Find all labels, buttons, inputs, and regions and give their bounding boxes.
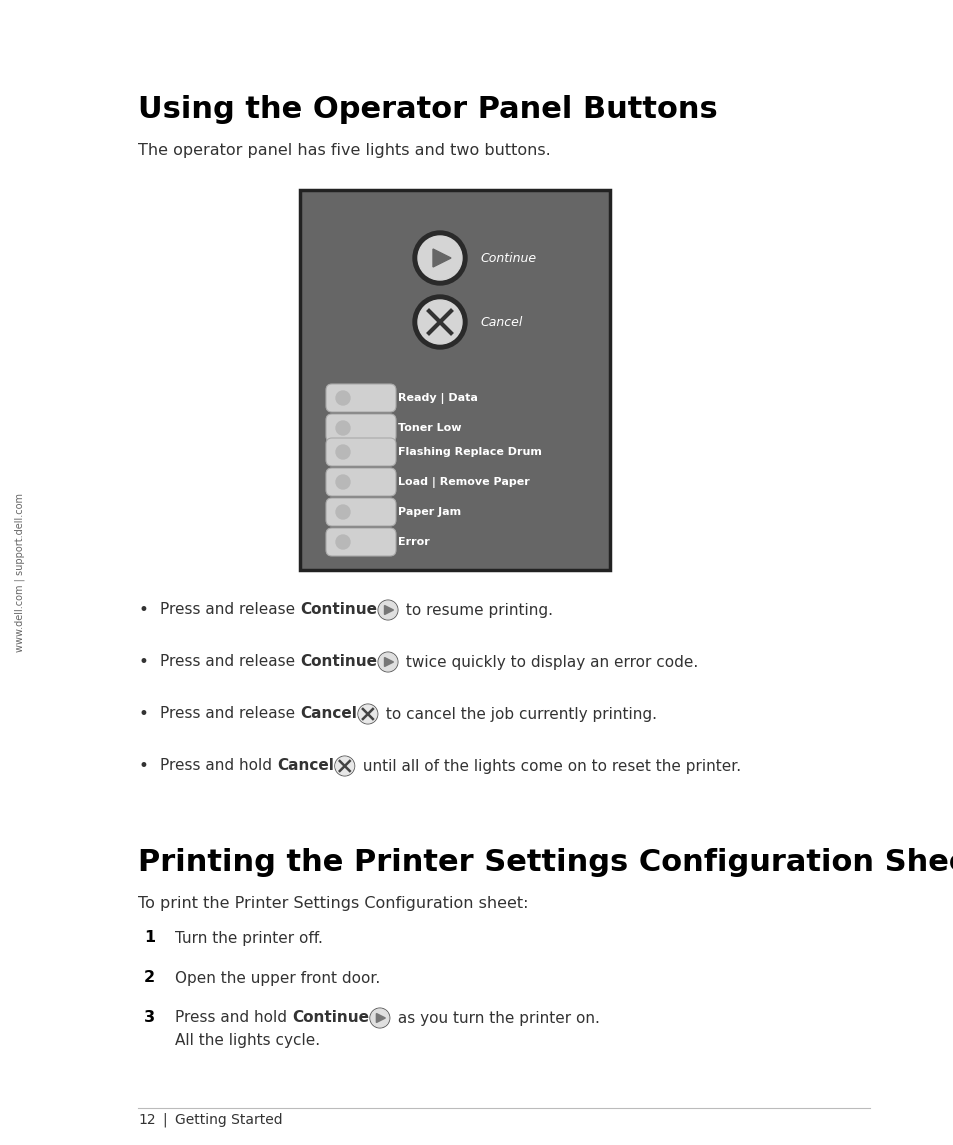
Text: Press and release: Press and release xyxy=(160,655,299,670)
Circle shape xyxy=(377,652,398,672)
Circle shape xyxy=(378,653,396,671)
Circle shape xyxy=(335,390,350,405)
Text: •: • xyxy=(138,705,148,722)
Text: Continue: Continue xyxy=(479,252,536,264)
Text: Getting Started: Getting Started xyxy=(174,1113,282,1127)
Circle shape xyxy=(417,300,461,344)
Circle shape xyxy=(358,705,376,722)
Text: 1: 1 xyxy=(144,931,154,946)
Text: Paper Jam: Paper Jam xyxy=(397,507,460,518)
Text: Press and release: Press and release xyxy=(160,602,299,617)
Circle shape xyxy=(377,600,398,621)
Polygon shape xyxy=(384,657,393,666)
Text: Flashing Replace Drum: Flashing Replace Drum xyxy=(397,447,541,457)
Text: Continue: Continue xyxy=(299,602,376,617)
Circle shape xyxy=(417,236,461,281)
FancyBboxPatch shape xyxy=(326,439,395,466)
Text: to resume printing.: to resume printing. xyxy=(400,602,553,617)
Circle shape xyxy=(335,421,350,435)
Polygon shape xyxy=(384,606,393,615)
Text: Printing the Printer Settings Configuration Sheet: Printing the Printer Settings Configurat… xyxy=(138,848,953,877)
Text: The operator panel has five lights and two buttons.: The operator panel has five lights and t… xyxy=(138,143,550,158)
FancyBboxPatch shape xyxy=(326,528,395,556)
Text: to cancel the job currently printing.: to cancel the job currently printing. xyxy=(380,706,657,721)
Polygon shape xyxy=(376,1013,385,1022)
Circle shape xyxy=(378,601,396,619)
Text: Continue: Continue xyxy=(292,1011,369,1026)
Text: twice quickly to display an error code.: twice quickly to display an error code. xyxy=(400,655,698,670)
FancyBboxPatch shape xyxy=(299,190,609,570)
Text: •: • xyxy=(138,757,148,775)
Circle shape xyxy=(335,505,350,519)
Text: 12: 12 xyxy=(138,1113,155,1127)
Text: Open the upper front door.: Open the upper front door. xyxy=(174,971,380,986)
Circle shape xyxy=(334,756,355,776)
Circle shape xyxy=(413,231,467,285)
FancyBboxPatch shape xyxy=(326,384,395,412)
Circle shape xyxy=(335,445,350,459)
Text: Press and release: Press and release xyxy=(160,706,299,721)
Text: Press and hold: Press and hold xyxy=(160,758,276,774)
FancyBboxPatch shape xyxy=(326,468,395,496)
Text: Cancel: Cancel xyxy=(276,758,334,774)
Text: Continue: Continue xyxy=(299,655,376,670)
Text: Cancel: Cancel xyxy=(479,316,522,329)
Circle shape xyxy=(357,703,378,725)
Text: Toner Low: Toner Low xyxy=(397,423,461,433)
Text: as you turn the printer on.: as you turn the printer on. xyxy=(393,1011,599,1026)
Text: Error: Error xyxy=(397,537,429,547)
Circle shape xyxy=(413,295,467,349)
Circle shape xyxy=(335,475,350,489)
Text: Load | Remove Paper: Load | Remove Paper xyxy=(397,476,529,488)
Polygon shape xyxy=(433,248,451,267)
Circle shape xyxy=(371,1009,389,1027)
Circle shape xyxy=(335,757,354,775)
Text: Turn the printer off.: Turn the printer off. xyxy=(174,931,322,946)
Text: www.dell.com | support.dell.com: www.dell.com | support.dell.com xyxy=(14,492,25,652)
Text: 3: 3 xyxy=(144,1011,154,1026)
Circle shape xyxy=(335,535,350,548)
Text: |: | xyxy=(162,1113,167,1127)
Text: Press and hold: Press and hold xyxy=(174,1011,292,1026)
Text: Using the Operator Panel Buttons: Using the Operator Panel Buttons xyxy=(138,95,717,124)
Circle shape xyxy=(369,1008,390,1028)
Text: •: • xyxy=(138,601,148,619)
Text: 2: 2 xyxy=(144,971,154,986)
Text: •: • xyxy=(138,653,148,671)
Text: Ready | Data: Ready | Data xyxy=(397,393,477,403)
Text: All the lights cycle.: All the lights cycle. xyxy=(174,1033,320,1048)
FancyBboxPatch shape xyxy=(326,414,395,442)
FancyBboxPatch shape xyxy=(326,498,395,526)
Text: Cancel: Cancel xyxy=(299,706,356,721)
Text: To print the Printer Settings Configuration sheet:: To print the Printer Settings Configurat… xyxy=(138,897,528,911)
Text: until all of the lights come on to reset the printer.: until all of the lights come on to reset… xyxy=(357,758,740,774)
